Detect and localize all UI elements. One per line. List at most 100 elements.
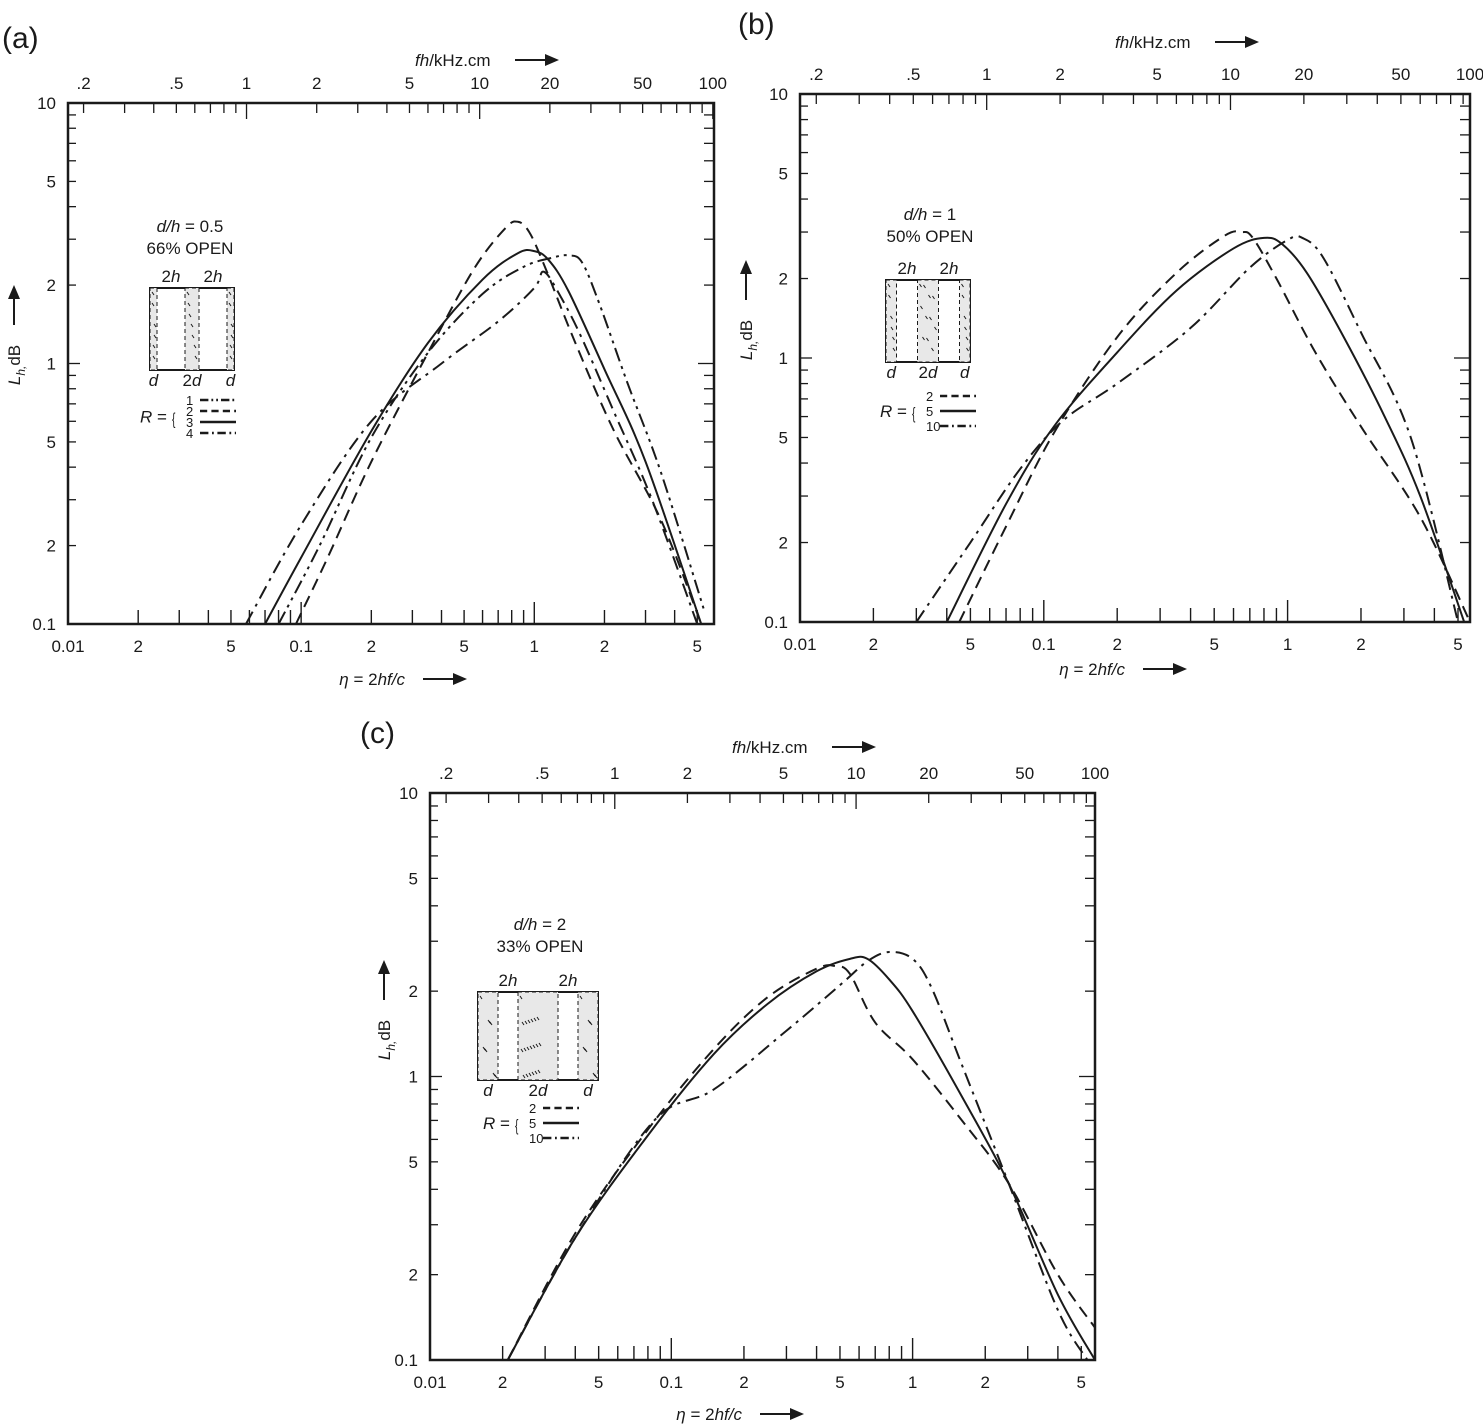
- arrow-right-icon: [1245, 36, 1259, 48]
- arrow-right-icon: [453, 673, 467, 685]
- svg-text:Lh,dB: Lh,dB: [737, 320, 760, 360]
- y-axis-title: Lh,dB: [375, 960, 398, 1060]
- y-tick-label: 5: [409, 869, 418, 888]
- x-tick-label: 0.1: [1032, 635, 1056, 654]
- series-line-R10: [915, 234, 1459, 623]
- x-tick-label: 2: [133, 637, 142, 656]
- top-axis-title: fh/kHz.cm: [415, 51, 491, 70]
- x2-tick-label: .2: [439, 764, 453, 783]
- x2-tick-label: 100: [699, 74, 727, 93]
- plot-frame: [66, 101, 716, 626]
- x-tick-label: 5: [1453, 635, 1462, 654]
- y-tick-label: 1: [409, 1068, 418, 1087]
- panel-label: (c): [360, 717, 395, 750]
- x2-tick-label: 10: [847, 764, 866, 783]
- x-tick-label: 2: [498, 1373, 507, 1392]
- y-axis-title: Lh,dB: [5, 285, 28, 385]
- x2-tick-label: 10: [470, 74, 489, 93]
- legend-entry-label: 4: [186, 426, 193, 441]
- y-tick-label: 2: [47, 276, 56, 295]
- x2-tick-label: .5: [906, 65, 920, 84]
- x-tick-label: 2: [869, 635, 878, 654]
- bottom-axis-title: η = 2hf/c: [339, 670, 405, 689]
- top-axis-title: fh/kHz.cm: [1115, 33, 1191, 52]
- x2-tick-label: 5: [779, 764, 788, 783]
- x-tick-label: 0.01: [783, 635, 816, 654]
- x2-tick-label: 1: [610, 764, 619, 783]
- screen-schematic: 2h 2h d 2d d: [149, 267, 236, 390]
- y-tick-label: 5: [47, 172, 56, 191]
- x2-tick-label: 20: [1294, 65, 1313, 84]
- x-tick-label: 2: [739, 1373, 748, 1392]
- x-tick-label: 1: [1283, 635, 1292, 654]
- x2-tick-label: 100: [1456, 65, 1483, 84]
- x-tick-label: 2: [1356, 635, 1365, 654]
- legend-entry-label: 10: [529, 1131, 543, 1146]
- legend-entry-label: 5: [926, 404, 933, 419]
- y-tick-label: 2: [409, 1266, 418, 1285]
- legend-entry-label: 3: [186, 415, 193, 430]
- x2-tick-label: 10: [1221, 65, 1240, 84]
- y-axis-title: Lh,dB: [737, 260, 760, 360]
- width-label: d: [887, 363, 897, 382]
- gap-label: 2h: [162, 267, 181, 286]
- y-tick-label: 5: [47, 433, 56, 452]
- x2-tick-label: 50: [1391, 65, 1410, 84]
- svg-text:{: {: [172, 409, 176, 428]
- open-area-label: 33% OPEN: [497, 937, 584, 956]
- x2-tick-label: 5: [405, 74, 414, 93]
- x2-tick-label: 50: [633, 74, 652, 93]
- ratio-label: d/h = 1: [904, 205, 956, 224]
- panel-label: (b): [738, 8, 775, 41]
- panel-label: (a): [2, 22, 39, 55]
- x2-tick-label: 1: [242, 74, 251, 93]
- x2-tick-label: 20: [919, 764, 938, 783]
- x2-tick-label: .5: [535, 764, 549, 783]
- plot-frame: [798, 92, 1472, 624]
- y-tick-label: 2: [779, 534, 788, 553]
- width-label: 2d: [529, 1081, 548, 1100]
- width-label: 2d: [919, 363, 938, 382]
- y-tick-label: 5: [779, 164, 788, 183]
- y-tick-label: 0.1: [394, 1351, 418, 1370]
- y-tick-label: 5: [409, 1153, 418, 1172]
- svg-text:Lh,dB: Lh,dB: [375, 1020, 398, 1060]
- x-tick-label: 5: [459, 637, 468, 656]
- series-line-R2: [295, 220, 703, 625]
- arrow-right-icon: [790, 1408, 804, 1420]
- svg-text:Lh,dB: Lh,dB: [5, 345, 28, 385]
- series-line-R2: [958, 230, 1471, 623]
- x-tick-label: 5: [1077, 1373, 1086, 1392]
- svg-text:R =: R =: [140, 408, 167, 427]
- x2-tick-label: 2: [312, 74, 321, 93]
- ratio-label: d/h = 0.5: [157, 217, 224, 236]
- x2-tick-label: 2: [1055, 65, 1064, 84]
- x-tick-label: 5: [594, 1373, 603, 1392]
- x2-tick-label: 100: [1081, 764, 1109, 783]
- arrow-up-icon: [740, 260, 752, 274]
- y-tick-label: 10: [769, 85, 788, 104]
- x-tick-label: 5: [226, 637, 235, 656]
- y-tick-label: 10: [37, 94, 56, 113]
- x-tick-label: 0.01: [51, 637, 84, 656]
- bottom-axis-title: η = 2hf/c: [1059, 660, 1125, 679]
- legend-entry-label: 1: [186, 393, 193, 408]
- y-tick-label: 2: [779, 270, 788, 289]
- legend-entry-label: 2: [186, 404, 193, 419]
- width-label: d: [483, 1081, 493, 1100]
- svg-text:R =: R =: [880, 402, 907, 421]
- arrow-up-icon: [378, 960, 390, 974]
- y-tick-label: 10: [399, 784, 418, 803]
- series-line-R1: [277, 254, 706, 625]
- legend-entry-label: 5: [529, 1116, 536, 1131]
- open-area-label: 50% OPEN: [887, 227, 974, 246]
- x-tick-label: 1: [530, 637, 539, 656]
- top-axis-title: fh/kHz.cm: [732, 738, 808, 757]
- legend-entry-label: 2: [926, 389, 933, 404]
- series-line-R5: [945, 236, 1466, 623]
- x-tick-label: 5: [835, 1373, 844, 1392]
- x-tick-label: 2: [367, 637, 376, 656]
